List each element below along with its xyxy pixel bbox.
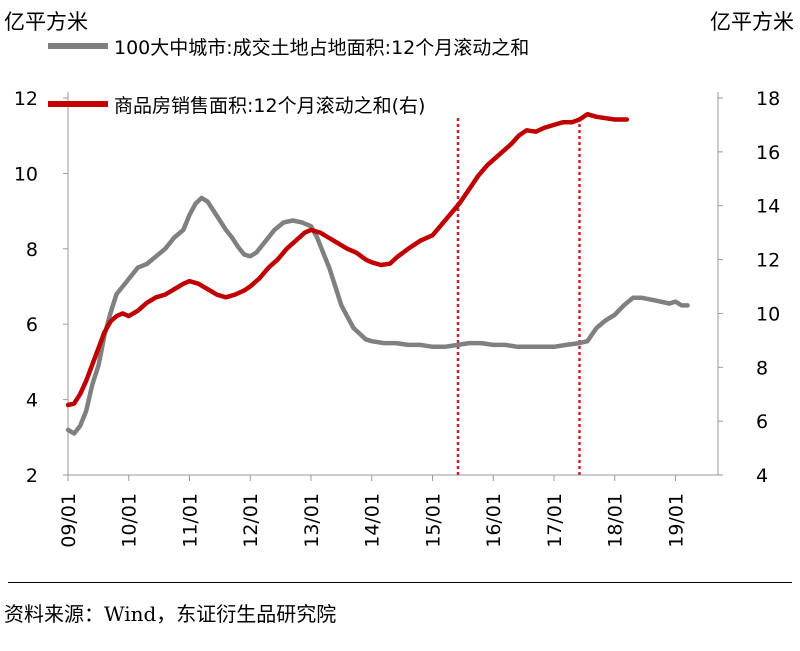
x-tick-label: 13/01 bbox=[301, 493, 323, 548]
x-tick-label: 19/01 bbox=[665, 493, 687, 548]
left-tick-label: 12 bbox=[14, 88, 38, 110]
legend-item-land-area: 100大中城市:成交土地占地面积:12个月滚动之和 bbox=[48, 31, 529, 61]
left-tick-label: 6 bbox=[26, 314, 38, 336]
reference-lines bbox=[456, 118, 581, 475]
x-tick-label: 16/01 bbox=[483, 493, 505, 548]
legend-label-sales-area: 商品房销售面积:12个月滚动之和(右) bbox=[114, 94, 426, 117]
plot-area bbox=[67, 92, 719, 476]
x-tick-label: 18/01 bbox=[605, 493, 627, 548]
right-tick-label: 8 bbox=[756, 357, 768, 379]
footer-divider bbox=[8, 582, 792, 583]
right-tick-label: 14 bbox=[756, 196, 780, 218]
x-tick-label: 11/01 bbox=[179, 493, 201, 548]
x-tick-label: 17/01 bbox=[544, 493, 566, 548]
left-tick-label: 2 bbox=[26, 465, 38, 487]
right-axis-unit: 亿平方米 bbox=[710, 10, 794, 34]
left-axis-ticks: 2 4 6 8 10 12 bbox=[14, 88, 68, 487]
right-axis-ticks: 4 6 8 10 12 14 16 18 bbox=[718, 88, 780, 487]
right-tick-label: 4 bbox=[756, 465, 768, 487]
series-line-sales-area bbox=[65, 111, 630, 408]
left-tick-label: 8 bbox=[26, 239, 38, 261]
left-tick-label: 4 bbox=[26, 390, 38, 412]
legend-swatch-gray bbox=[48, 43, 108, 49]
x-axis-ticks: 09/01 10/01 11/01 12/01 13/01 14/01 15/01 16/01… bbox=[58, 475, 687, 548]
right-tick-label: 10 bbox=[756, 303, 780, 325]
left-tick-label: 10 bbox=[14, 163, 38, 185]
right-tick-label: 18 bbox=[756, 88, 780, 110]
legend-swatch-red bbox=[48, 101, 108, 107]
x-tick-label: 09/01 bbox=[58, 493, 80, 548]
x-tick-label: 15/01 bbox=[422, 493, 444, 548]
left-axis-unit: 亿平方米 bbox=[4, 10, 88, 34]
source-note: 资料来源：Wind，东证衍生品研究院 bbox=[4, 602, 337, 626]
x-tick-label: 12/01 bbox=[240, 493, 262, 548]
right-tick-label: 16 bbox=[756, 142, 780, 164]
x-tick-label: 14/01 bbox=[362, 493, 384, 548]
legend-label-land-area: 100大中城市:成交土地占地面积:12个月滚动之和 bbox=[114, 36, 530, 59]
series-line-land-area bbox=[65, 195, 690, 436]
right-tick-label: 12 bbox=[756, 250, 780, 272]
x-tick-label: 10/01 bbox=[119, 493, 141, 548]
legend-item-sales-area: 商品房销售面积:12个月滚动之和(右) bbox=[48, 89, 425, 119]
right-tick-label: 6 bbox=[756, 411, 768, 433]
series-layer bbox=[65, 111, 690, 436]
